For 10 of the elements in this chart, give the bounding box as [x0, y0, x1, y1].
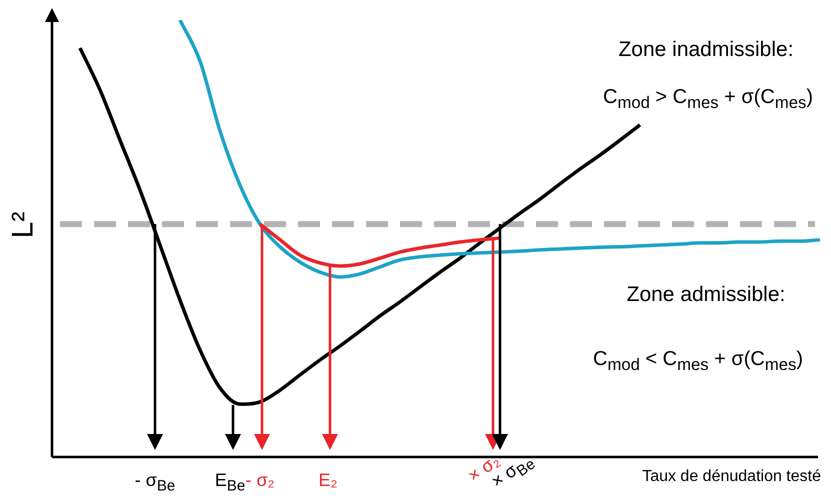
text: E₂ [318, 470, 338, 491]
y-axis-title: L² [6, 212, 40, 238]
annotation: Zone admissible: [626, 283, 786, 307]
annotation: Zone inadmissible: [618, 38, 794, 62]
annotation: C$_{mod}$ < C$_{mes}$ + σ(C$_{mes}$) [593, 348, 803, 375]
annotation: C$_{mod}$ > C$_{mes}$ + σ(C$_{mes}$) [603, 86, 813, 113]
x-axis-title: Taux de dénudation testé [642, 468, 821, 486]
text: - σ$_{Be}$ [134, 470, 176, 495]
text: E$_{Be}$ [214, 470, 246, 495]
text: - σ₂ [245, 470, 275, 491]
